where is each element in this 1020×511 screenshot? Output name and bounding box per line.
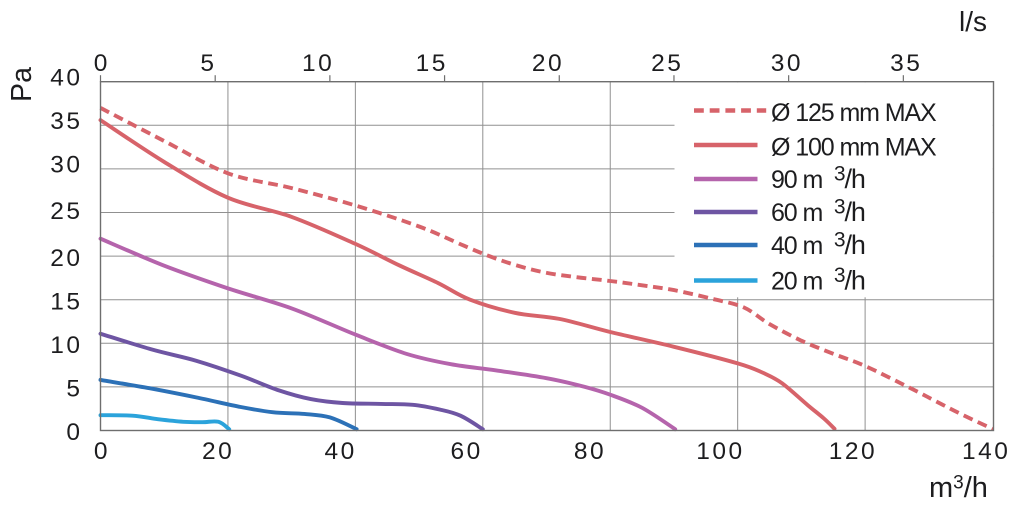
svg-text:90 m 3/h: 90 m 3/h (771, 163, 865, 195)
svg-text:60 m 3/h: 60 m 3/h (771, 196, 865, 228)
svg-text:25: 25 (651, 50, 683, 77)
svg-text:15: 15 (50, 288, 82, 315)
svg-text:5: 5 (200, 50, 216, 77)
svg-text:30: 30 (50, 152, 82, 179)
svg-text:140: 140 (962, 438, 1010, 465)
svg-text:35: 35 (890, 50, 922, 77)
svg-text:m3/h: m3/h (929, 472, 988, 504)
svg-text:0: 0 (94, 50, 110, 77)
svg-text:30: 30 (771, 50, 803, 77)
svg-text:20: 20 (50, 245, 82, 272)
svg-text:l/s: l/s (959, 6, 987, 37)
svg-text:20: 20 (202, 438, 234, 465)
svg-text:120: 120 (829, 438, 877, 465)
svg-text:15: 15 (416, 50, 448, 77)
svg-text:80: 80 (574, 438, 606, 465)
svg-text:20: 20 (532, 50, 564, 77)
svg-text:35: 35 (50, 108, 82, 135)
svg-text:5: 5 (66, 376, 82, 403)
svg-text:60: 60 (450, 438, 482, 465)
svg-text:Ø 100 mm MAX: Ø 100 mm MAX (771, 134, 937, 162)
svg-text:20 m 3/h: 20 m 3/h (771, 264, 865, 296)
svg-text:0: 0 (66, 419, 82, 446)
svg-text:40 m 3/h: 40 m 3/h (771, 229, 865, 261)
svg-text:40: 40 (50, 64, 82, 91)
svg-text:Pa: Pa (6, 67, 38, 102)
svg-text:10: 10 (50, 332, 82, 359)
svg-text:25: 25 (50, 198, 82, 225)
svg-text:0: 0 (94, 438, 110, 465)
svg-text:Ø 125 mm MAX: Ø 125 mm MAX (771, 99, 937, 127)
svg-text:100: 100 (696, 438, 744, 465)
svg-text:10: 10 (302, 50, 334, 77)
svg-text:40: 40 (324, 438, 356, 465)
